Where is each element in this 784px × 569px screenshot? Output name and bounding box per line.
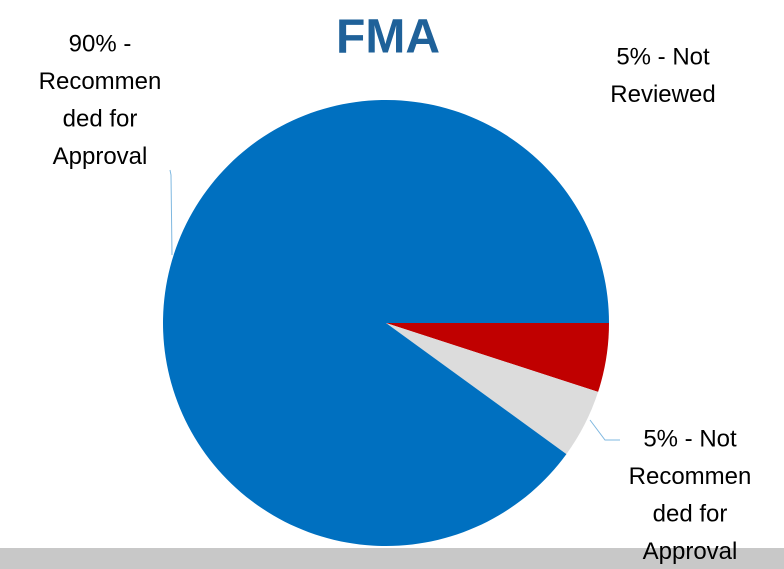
- data-label: ded for: [653, 500, 728, 527]
- pie-slice: [386, 323, 599, 455]
- data-label: Recommen: [39, 68, 162, 95]
- pie-slice: [163, 100, 609, 547]
- footer-bar: [0, 548, 784, 569]
- pie-slice: [386, 323, 609, 392]
- data-label: 90% -: [69, 30, 132, 57]
- chart-title: FMA: [336, 11, 440, 64]
- data-label: 5% - Not: [643, 425, 737, 452]
- data-label: ded for: [63, 105, 138, 132]
- leader-line: [169, 169, 173, 256]
- data-label: Approval: [53, 143, 148, 170]
- leader-line: [589, 419, 620, 441]
- data-label: Recommen: [629, 463, 752, 490]
- data-label: Reviewed: [610, 81, 715, 108]
- data-label: Approval: [643, 538, 738, 565]
- data-label: 5% - Not: [616, 43, 710, 70]
